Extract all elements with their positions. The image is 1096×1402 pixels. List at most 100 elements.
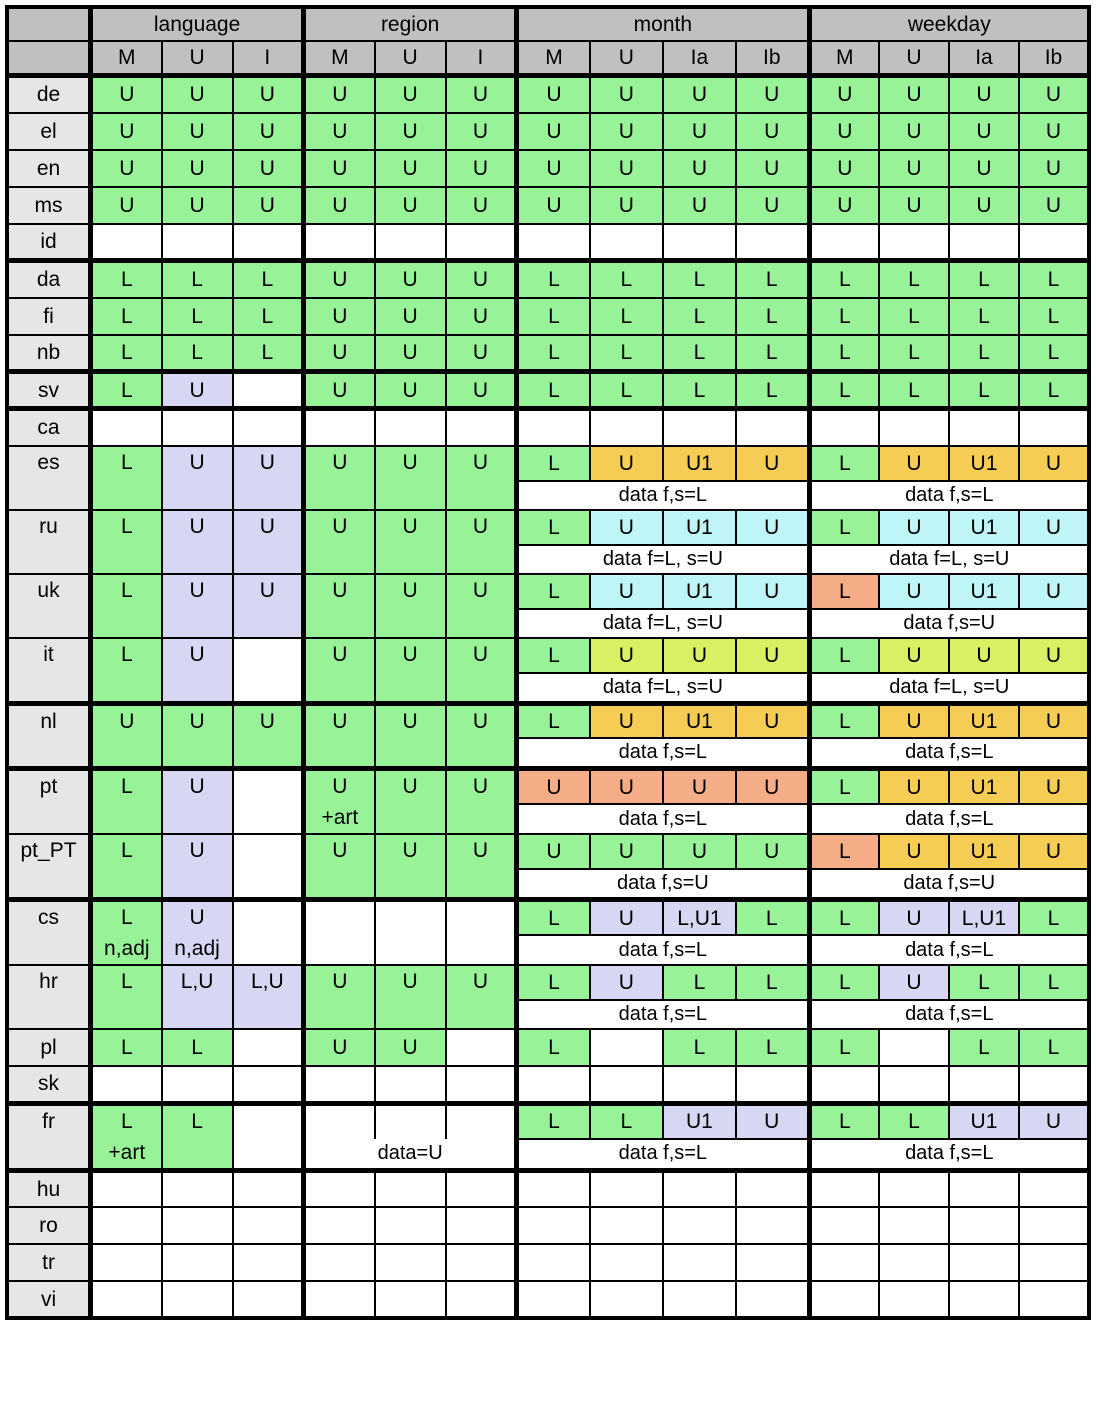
row-uk: uk L U U U U U L U U1 U L U U1 U [6,572,1091,639]
cell-text: L [620,1110,633,1134]
cell-subtext: n,adj [104,937,150,960]
cell-hr-language-2: L,U [231,964,305,1030]
cell-fr-weekday-1: L [878,1100,950,1140]
cell-ro-language-0 [88,1206,163,1245]
cell-text: U [837,156,853,180]
row-pt_PT-notes: data f,s=U data f,s=U [7,868,1090,901]
cell-de-weekday-3: U [1017,73,1091,114]
cell-text: L [548,515,560,539]
casing-matrix-table: language region month weekday M U I M U I M U Ia Ib M U… [5,5,1091,1320]
cell-hr-month-1: U [588,964,664,1001]
cell-sv-region-0: U [301,369,376,410]
row-pt-notes: data f,s=L data f,s=L [7,803,1090,835]
cell-hu-language-1 [160,1167,234,1208]
cell-fr-month-0: L [514,1100,591,1140]
cell-uk-region-1: U [373,572,447,639]
cell-text: U [189,514,205,538]
cell-es-month-0: L [514,444,591,482]
cell-text: U [332,83,348,107]
cell-text: U [764,1110,780,1134]
cell-text: U [189,775,205,798]
cell-uk-region-2: U [444,572,518,639]
cell-text: U [402,709,418,733]
row-ms: ms U U U U U U U U U U U U U U [6,185,1091,225]
cell-fr-month-1: L [588,1100,664,1140]
cell-text: U1 [970,840,998,863]
cell-text: L [978,268,990,292]
cell-text: U [1045,193,1062,217]
cell-id-region-0 [301,222,376,262]
cell-ms-weekday-0: U [806,185,881,225]
cell-text: U [906,451,922,475]
row-label-de: de [6,73,92,114]
cell-el-region-2: U [444,111,518,151]
cell-text: L,U [180,970,214,993]
cell-hu-language-2 [231,1167,305,1208]
cell-text: U [906,709,922,733]
note-pt_PT-weekday: data f,s=U [806,868,1090,901]
cell-text: U [402,642,418,666]
cell-fr-weekday-0: L [806,1100,881,1140]
cell-el-language-2: U [231,111,305,151]
cell-text: U [1045,709,1062,733]
cell-ms-weekday-1: U [878,185,950,225]
cell-text: L [838,1110,851,1134]
cell-fi-weekday-3: L [1017,296,1091,336]
cell-text: L [838,643,851,667]
cell-text: U [259,450,275,474]
cell-fi-month-2: L [661,296,737,336]
cell-text: L [1047,1036,1060,1059]
cell-ms-language-0: U [88,185,163,225]
cell-pt_PT-weekday-3: U [1017,833,1091,870]
cell-da-month-2: L [661,258,737,299]
cell-text: L [120,1109,133,1133]
cell-el-language-1: U [160,111,234,151]
cell-sv-language-2 [231,369,305,410]
cell-nl-month-1: U [588,700,664,739]
cell-pt_PT-month-0: U [514,833,591,870]
cell-text: U [472,709,488,733]
cell-text: U [332,578,348,602]
cell-pl-month-0: L [514,1028,591,1067]
cell-hu-weekday-0 [806,1167,881,1208]
row-it-notes: data f=L, s=U data f=L, s=U [7,671,1090,704]
cell-pt_PT-weekday-2: U1 [947,833,1020,870]
note-hr-month: data f,s=L [514,999,811,1030]
cell-text: L [120,378,133,402]
cell-text: L [978,340,990,364]
row-sv: sv L U U U U L L L L L L L L [6,369,1091,410]
cell-pt-region-1: U [373,766,447,835]
header-col-month-U: U [588,40,664,77]
cell-text: U [546,119,562,143]
row-nl-notes: data f,s=L data f,s=L [7,737,1090,770]
cell-pt-language-1: U [160,766,234,835]
cell-sv-language-1: U [160,369,234,410]
note-nl-month: data f,s=L [514,737,811,770]
cell-cs-weekday-2: L,U1 [947,897,1020,937]
cell-text: L [120,450,133,474]
note-es-weekday: data f,s=L [806,479,1090,511]
cell-ca-month-0 [514,406,591,447]
cell-text: U [332,340,348,364]
cell-text: U [119,709,135,733]
cell-text: U [189,156,205,180]
cell-sk-weekday-0 [806,1065,881,1104]
row-pt: pt L U U +art U U U U U U L U U1 U [6,766,1091,835]
cell-text: U [976,156,992,180]
cell-nb-weekday-2: L [947,333,1020,373]
cell-text: U [119,156,135,180]
cell-vi-region-1 [373,1280,447,1319]
cell-text: U [618,83,634,107]
cell-it-month-1: U [588,636,664,674]
cell-ms-language-2: U [231,185,305,225]
cell-en-weekday-1: U [878,148,950,188]
cell-text: U [332,156,348,180]
cell-text: U [402,268,418,292]
cell-ro-region-2 [444,1206,518,1245]
cell-text: U [332,709,348,733]
cell-en-language-0: U [88,148,163,188]
row-fr-notes: data=U data f,s=L data f,s=L [7,1137,1090,1172]
cell-sk-month-2 [661,1065,737,1104]
cell-el-month-3: U [734,111,811,151]
cell-nl-language-1: U [160,700,234,770]
